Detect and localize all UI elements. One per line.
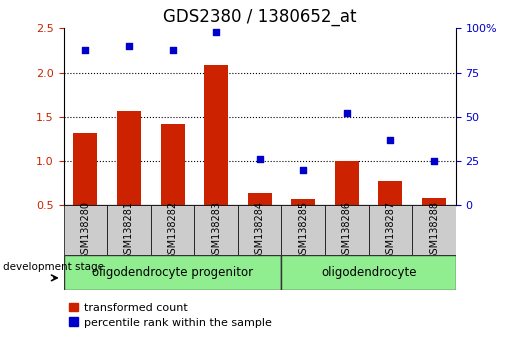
Text: GSM138287: GSM138287 [385, 200, 395, 260]
Bar [369, 205, 412, 255]
Text: GSM138286: GSM138286 [342, 201, 352, 259]
Bar [335, 161, 359, 205]
Point [81, 47, 90, 52]
Text: oligodendrocyte: oligodendrocyte [321, 266, 417, 279]
Text: GSM138281: GSM138281 [124, 201, 134, 259]
Point [212, 29, 220, 35]
Bar [422, 198, 446, 205]
Text: GSM138288: GSM138288 [429, 201, 439, 259]
Bar [248, 193, 272, 205]
Bar [64, 205, 107, 255]
Point [342, 110, 351, 116]
Bar [281, 205, 325, 255]
Bar [73, 133, 98, 205]
Point [125, 43, 133, 49]
Bar [117, 110, 141, 205]
Title: GDS2380 / 1380652_at: GDS2380 / 1380652_at [163, 8, 357, 25]
Bar [238, 205, 281, 255]
Point [255, 156, 264, 162]
Bar [412, 205, 456, 255]
Bar [378, 181, 402, 205]
Point [169, 47, 177, 52]
Text: GSM138283: GSM138283 [211, 201, 221, 259]
Text: GSM138285: GSM138285 [298, 200, 308, 260]
Bar [281, 255, 456, 290]
Text: GSM138280: GSM138280 [81, 201, 91, 259]
Bar [195, 205, 238, 255]
Legend: transformed count, percentile rank within the sample: transformed count, percentile rank withi… [69, 303, 271, 327]
Bar [325, 205, 369, 255]
Bar [292, 199, 315, 205]
Bar [151, 205, 195, 255]
Text: GSM138282: GSM138282 [167, 200, 178, 260]
Bar [64, 255, 281, 290]
Point [299, 167, 307, 173]
Bar [107, 205, 151, 255]
Bar [204, 65, 228, 205]
Point [386, 137, 395, 143]
Text: GSM138284: GSM138284 [255, 201, 264, 259]
Bar [161, 124, 184, 205]
Text: oligodendrocyte progenitor: oligodendrocyte progenitor [92, 266, 253, 279]
Text: development stage: development stage [3, 262, 104, 272]
Point [430, 158, 438, 164]
